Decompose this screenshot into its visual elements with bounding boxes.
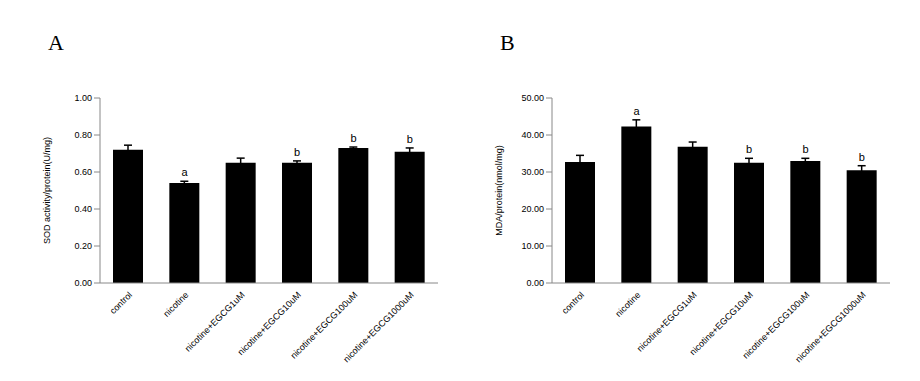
svg-text:20.00: 20.00 [521,204,544,214]
svg-text:0.00: 0.00 [526,278,544,288]
svg-text:10.00: 10.00 [521,241,544,251]
svg-text:0.40: 0.40 [74,204,92,214]
svg-text:control: control [108,290,134,316]
svg-text:b: b [746,143,752,155]
svg-text:50.00: 50.00 [521,93,544,103]
svg-text:nicotine+EGCG10uM: nicotine+EGCG10uM [688,290,755,357]
svg-text:nicotine: nicotine [161,290,190,319]
svg-text:a: a [181,166,188,178]
svg-text:SOD activity/protein(U/mg): SOD activity/protein(U/mg) [42,137,52,244]
svg-text:0.60: 0.60 [74,167,92,177]
svg-text:a: a [633,105,640,117]
svg-text:0.20: 0.20 [74,241,92,251]
svg-text:b: b [294,146,300,158]
svg-text:40.00: 40.00 [521,130,544,140]
svg-text:nicotine+EGCG100uM: nicotine+EGCG100uM [740,289,812,361]
html-text:A: A [48,30,64,55]
svg-text:control: control [560,290,586,316]
html-text:B: B [500,30,515,55]
svg-text:0.00: 0.00 [74,278,92,288]
svg-text:0.80: 0.80 [74,130,92,140]
svg-text:b: b [802,143,808,155]
svg-text:b: b [859,151,865,163]
svg-text:1.00: 1.00 [74,93,92,103]
svg-text:30.00: 30.00 [521,167,544,177]
svg-text:b: b [350,132,356,144]
svg-text:nicotine+EGCG100uM: nicotine+EGCG100uM [288,289,360,361]
svg-text:nicotine: nicotine [613,290,642,319]
svg-text:MDA/protein(nmol/mg): MDA/protein(nmol/mg) [494,145,504,236]
svg-text:nicotine+EGCG10uM: nicotine+EGCG10uM [236,290,303,357]
svg-text:nicotine+EGCG1uM: nicotine+EGCG1uM [635,290,699,354]
svg-text:b: b [407,133,413,145]
svg-text:nicotine+EGCG1000uM: nicotine+EGCG1000uM [341,290,415,364]
svg-text:nicotine+EGCG1000uM: nicotine+EGCG1000uM [793,290,867,364]
svg-text:nicotine+EGCG1uM: nicotine+EGCG1uM [183,290,247,354]
